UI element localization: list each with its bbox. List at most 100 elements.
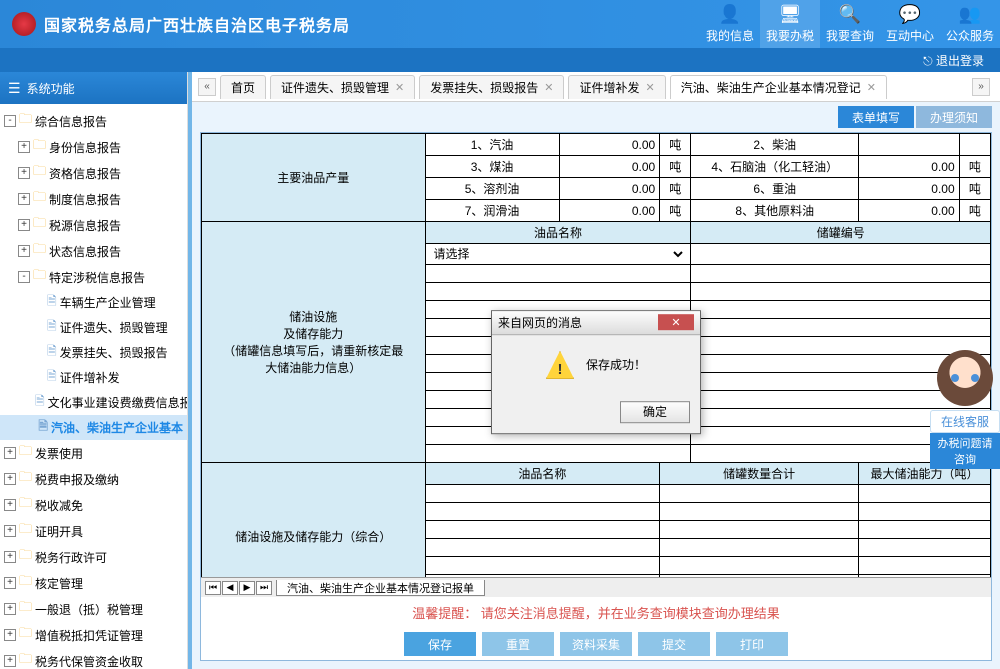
data-cell[interactable]: 吨 [959, 156, 990, 178]
dialog-close-icon[interactable]: ✕ [658, 314, 694, 330]
tree-item[interactable]: +🗀发票使用 [0, 440, 187, 466]
data-cell[interactable]: 吨 [660, 200, 691, 222]
submit-button[interactable]: 提交 [638, 632, 710, 656]
tree-item[interactable]: +🗀证明开具 [0, 518, 187, 544]
tree-item[interactable]: +🗀身份信息报告 [0, 134, 187, 160]
tree-item[interactable]: +🗀税源信息报告 [0, 212, 187, 238]
tree-toggle-icon[interactable]: + [4, 551, 16, 563]
save-button[interactable]: 保存 [404, 632, 476, 656]
content-tab[interactable]: 证件遗失、损毁管理✕ [270, 75, 415, 99]
data-cell[interactable] [959, 134, 990, 156]
data-cell[interactable]: 6、重油 [691, 178, 859, 200]
tree-item[interactable]: 🗎证件遗失、损毁管理 [0, 315, 187, 340]
menu-interact[interactable]: 💬互动中心 [880, 0, 940, 48]
tree-toggle-icon[interactable]: + [18, 245, 30, 257]
tab-prev[interactable]: « [198, 78, 216, 96]
sheet-next[interactable]: ▶ [239, 581, 255, 595]
import-button[interactable]: 资料采集 [560, 632, 632, 656]
data-cell[interactable]: 0.00 [859, 200, 960, 222]
data-cell[interactable]: 0.00 [559, 178, 660, 200]
tree-item[interactable]: +🗀税务代保管资金收取 [0, 648, 187, 669]
tree-toggle-icon[interactable]: + [18, 167, 30, 179]
dialog-message: 保存成功！ [586, 356, 646, 373]
menu-query[interactable]: 🔍我要查询 [820, 0, 880, 48]
data-cell[interactable]: 吨 [660, 134, 691, 156]
content-tab[interactable]: 发票挂失、损毁报告✕ [419, 75, 564, 99]
tree-toggle-icon[interactable]: + [18, 219, 30, 231]
menu-do-tax[interactable]: 🖥我要办税 [760, 0, 820, 48]
data-cell[interactable] [859, 134, 960, 156]
data-cell[interactable]: 8、其他原料油 [691, 200, 859, 222]
sheet-first[interactable]: ⏮ [205, 581, 221, 595]
content-tab[interactable]: 证件增补发✕ [568, 75, 665, 99]
data-cell[interactable]: 0.00 [559, 156, 660, 178]
tree-toggle-icon[interactable]: + [4, 603, 16, 615]
tab-next[interactable]: » [972, 78, 990, 96]
sheet-prev[interactable]: ◀ [222, 581, 238, 595]
tab-close-icon[interactable]: ✕ [544, 81, 553, 94]
btn-form-fill[interactable]: 表单填写 [838, 106, 914, 128]
oil-select[interactable]: 请选择 [430, 246, 687, 262]
tree-item[interactable]: 🗎车辆生产企业管理 [0, 290, 187, 315]
tree-item[interactable]: +🗀税收减免 [0, 492, 187, 518]
data-cell[interactable]: 吨 [959, 200, 990, 222]
data-cell[interactable]: 1、汽油 [425, 134, 559, 156]
sheet-tab-bar: ⏮ ◀ ▶ ⏭ 汽油、柴油生产企业基本情况登记报单 [201, 577, 991, 597]
data-cell[interactable]: 7、润滑油 [425, 200, 559, 222]
sheet-last[interactable]: ⏭ [256, 581, 272, 595]
tree-toggle-icon[interactable]: + [18, 193, 30, 205]
tree-toggle-icon[interactable]: - [18, 271, 30, 283]
data-cell[interactable]: 4、石脑油（化工轻油） [691, 156, 859, 178]
data-cell[interactable]: 2、柴油 [691, 134, 859, 156]
tree-item[interactable]: 🗎发票挂失、损毁报告 [0, 340, 187, 365]
tree-toggle-icon[interactable]: + [18, 141, 30, 153]
tree-item[interactable]: +🗀税务行政许可 [0, 544, 187, 570]
menu-my-info[interactable]: 👤我的信息 [700, 0, 760, 48]
btn-notice[interactable]: 办理须知 [916, 106, 992, 128]
tab-close-icon[interactable]: ✕ [867, 81, 876, 94]
tree-toggle-icon[interactable]: + [4, 499, 16, 511]
content-tab[interactable]: 汽油、柴油生产企业基本情况登记✕ [670, 75, 887, 99]
menu-public[interactable]: 👥公众服务 [940, 0, 1000, 48]
tree-item[interactable]: +🗀一般退（抵）税管理 [0, 596, 187, 622]
tree-item[interactable]: +🗀状态信息报告 [0, 238, 187, 264]
logout-link[interactable]: ⎋ 退出登录 [923, 52, 984, 69]
tree-item[interactable]: +🗀核定管理 [0, 570, 187, 596]
tree-toggle-icon[interactable]: + [4, 655, 16, 667]
reset-button[interactable]: 重置 [482, 632, 554, 656]
assistant-widget[interactable]: 在线客服 办税问题请咨询 [930, 350, 1000, 469]
tree-toggle-icon[interactable]: - [4, 115, 16, 127]
data-cell[interactable]: 0.00 [559, 134, 660, 156]
data-cell[interactable]: 0.00 [859, 156, 960, 178]
nav-tree[interactable]: -🗀综合信息报告+🗀身份信息报告+🗀资格信息报告+🗀制度信息报告+🗀税源信息报告… [0, 104, 187, 669]
tree-toggle-icon[interactable]: + [4, 629, 16, 641]
data-cell[interactable]: 0.00 [859, 178, 960, 200]
tab-close-icon[interactable]: ✕ [395, 81, 404, 94]
data-cell[interactable]: 吨 [959, 178, 990, 200]
tree-item[interactable]: 🗎汽油、柴油生产企业基本 [0, 415, 187, 440]
tree-item[interactable]: -🗀特定涉税信息报告 [0, 264, 187, 290]
data-cell[interactable]: 吨 [660, 156, 691, 178]
tree-toggle-icon[interactable]: + [4, 525, 16, 537]
content-tab[interactable]: 首页 [220, 75, 266, 99]
tree-toggle-icon[interactable]: + [4, 577, 16, 589]
tank-no-cell[interactable] [691, 244, 991, 265]
tree-toggle-icon[interactable]: + [4, 447, 16, 459]
tree-item[interactable]: 🗎证件增补发 [0, 365, 187, 390]
tree-item[interactable]: -🗀综合信息报告 [0, 108, 187, 134]
sheet-tab[interactable]: 汽油、柴油生产企业基本情况登记报单 [276, 580, 485, 596]
tree-item[interactable]: +🗀资格信息报告 [0, 160, 187, 186]
tree-toggle-icon[interactable]: + [4, 473, 16, 485]
oil-select-cell[interactable]: 请选择 [425, 244, 691, 265]
data-cell[interactable]: 0.00 [559, 200, 660, 222]
tree-item[interactable]: +🗀制度信息报告 [0, 186, 187, 212]
data-cell[interactable]: 5、溶剂油 [425, 178, 559, 200]
print-button[interactable]: 打印 [716, 632, 788, 656]
data-cell[interactable]: 吨 [660, 178, 691, 200]
tree-item[interactable]: 🗎文化事业建设费缴费信息报 [0, 390, 187, 415]
dialog-ok-button[interactable]: 确定 [620, 401, 690, 423]
tree-item[interactable]: +🗀增值税抵扣凭证管理 [0, 622, 187, 648]
tree-item[interactable]: +🗀税费申报及缴纳 [0, 466, 187, 492]
tab-close-icon[interactable]: ✕ [646, 81, 655, 94]
data-cell[interactable]: 3、煤油 [425, 156, 559, 178]
